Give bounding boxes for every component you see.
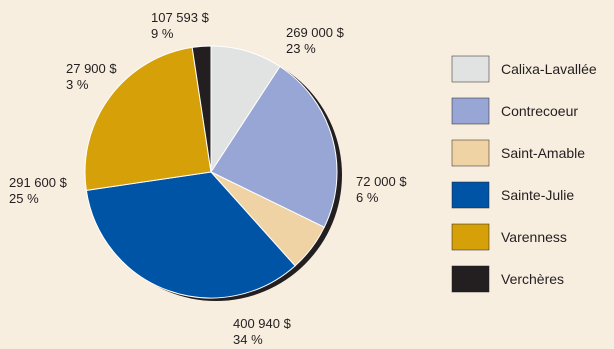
data-label-percent-sainte-julie: 34 % bbox=[233, 332, 263, 347]
pie-slice-varenness bbox=[84, 46, 212, 191]
legend-label-calixa-lavallee: Calixa-Lavallée bbox=[501, 61, 597, 77]
legend-label-vercheres: Verchères bbox=[501, 271, 564, 287]
legend-swatch-sainte-julie bbox=[451, 181, 490, 209]
pie-slice-vercheres bbox=[191, 45, 212, 173]
legend-label-saint-amable: Saint-Amable bbox=[501, 145, 585, 161]
data-label-value-sainte-julie: 400 940 $ bbox=[233, 316, 292, 331]
legend-swatch-contrecoeur bbox=[451, 97, 490, 125]
legend-swatch-vercheres bbox=[451, 265, 490, 293]
legend-label-contrecoeur: Contrecoeur bbox=[501, 103, 578, 119]
data-label-percent-vercheres: 3 % bbox=[66, 77, 89, 92]
data-label-value-varenness: 291 600 $ bbox=[9, 175, 68, 190]
legend-label-varenness: Varenness bbox=[501, 229, 567, 245]
data-label-percent-contrecoeur: 23 % bbox=[286, 41, 316, 56]
legend-swatch-varenness bbox=[451, 223, 490, 251]
data-label-value-saint-amable: 72 000 $ bbox=[356, 174, 407, 189]
legend-label-sainte-julie: Sainte-Julie bbox=[501, 187, 574, 203]
legend-swatch-saint-amable bbox=[451, 139, 490, 167]
data-label-value-contrecoeur: 269 000 $ bbox=[286, 25, 345, 40]
legend-swatch-calixa-lavallee bbox=[451, 55, 490, 83]
pie-slice-sainte-julie bbox=[85, 171, 296, 299]
data-label-percent-calixa-lavallee: 9 % bbox=[151, 26, 174, 41]
data-label-value-calixa-lavallee: 107 593 $ bbox=[151, 10, 210, 25]
data-label-value-vercheres: 27 900 $ bbox=[66, 61, 117, 76]
data-label-percent-varenness: 25 % bbox=[9, 191, 39, 206]
data-label-percent-saint-amable: 6 % bbox=[356, 190, 379, 205]
